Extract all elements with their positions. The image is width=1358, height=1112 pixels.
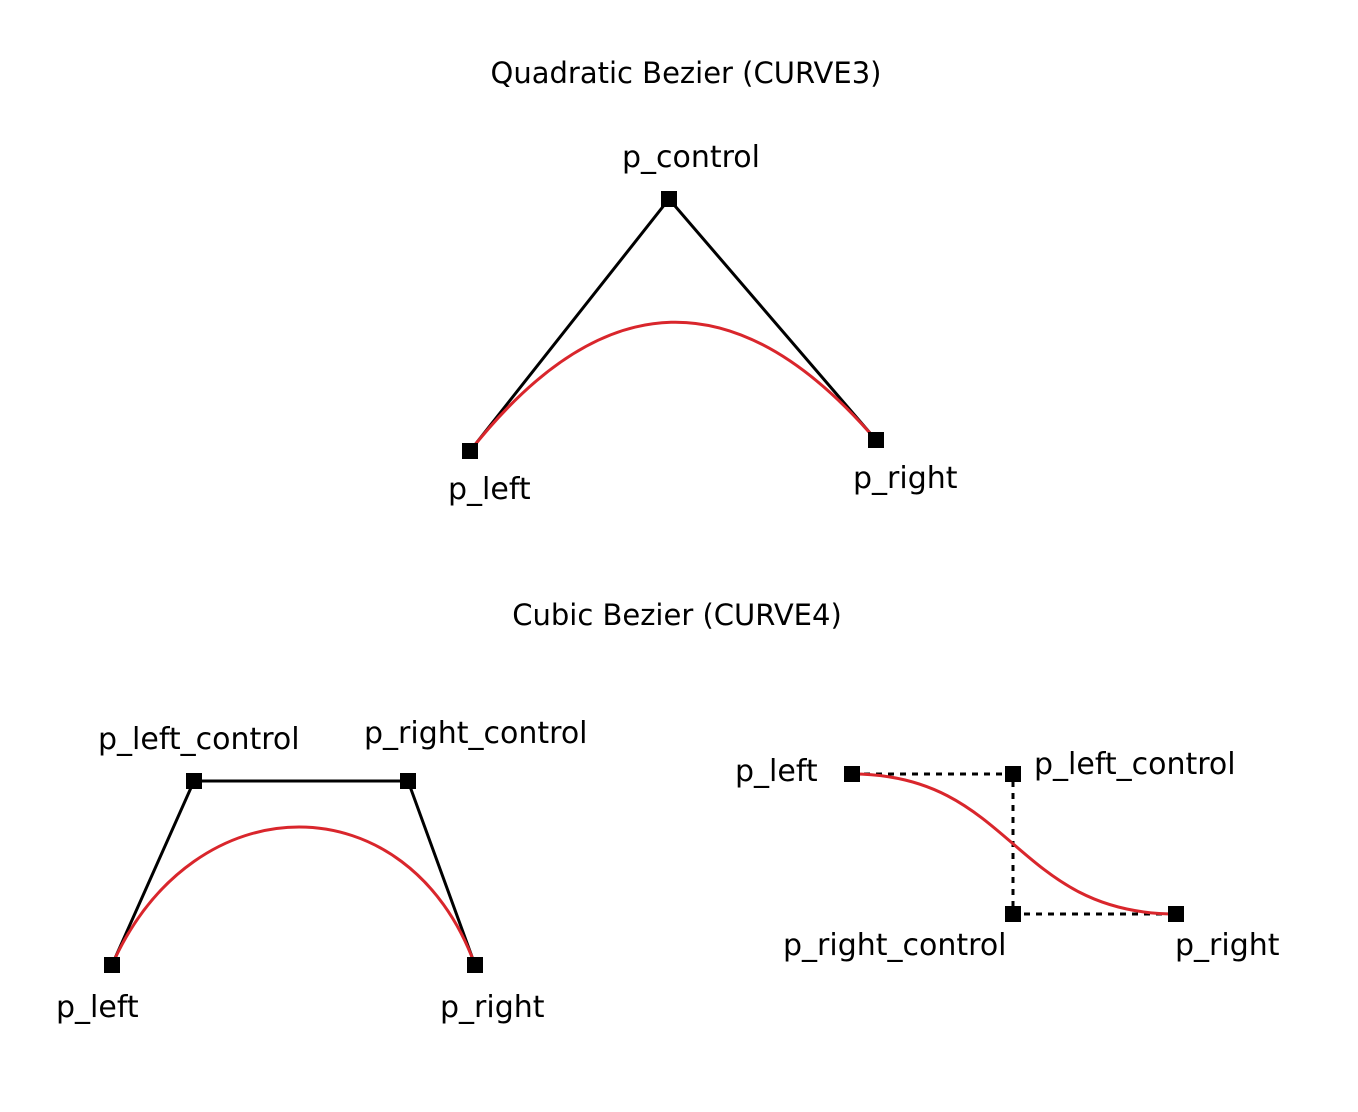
cubic-scurve-p-right-control-label: p_right_control (783, 928, 1007, 963)
cubic-arch-p-left-control-point (186, 773, 202, 789)
quadratic-p-right-label: p_right (853, 461, 958, 496)
quadratic-curve (468, 320, 878, 452)
cubic-title: Cubic Bezier (CURVE4) (512, 598, 842, 632)
cubic-arch-p-right-point (467, 957, 483, 973)
cubic-scurve-p-left-point (844, 766, 860, 782)
cubic-scurve-curve (851, 772, 1177, 916)
quadratic-p-right-point (868, 432, 884, 448)
cubic-scurve-panel: p_left p_left_control p_right_control p_… (735, 747, 1280, 963)
cubic-arch-p-left-point (104, 957, 120, 973)
cubic-scurve-p-left-control-point (1005, 766, 1021, 782)
cubic-arch-p-left-control-label: p_left_control (98, 722, 300, 757)
cubic-scurve-p-right-label: p_right (1175, 928, 1280, 963)
cubic-scurve-p-left-label: p_left (735, 754, 818, 789)
cubic-arch-curve (110, 825, 477, 966)
cubic-arch-p-left-label: p_left (56, 990, 139, 1025)
cubic-scurve-p-right-control-point (1005, 906, 1021, 922)
quadratic-p-control-point (661, 191, 677, 207)
quadratic-p-control-label: p_control (622, 140, 760, 175)
cubic-scurve-p-right-point (1168, 906, 1184, 922)
cubic-arch-panel: p_left_control p_right_control p_left p_… (56, 716, 588, 1025)
quadratic-p-left-point (462, 443, 478, 459)
cubic-arch-p-right-control-point (400, 773, 416, 789)
quadratic-control-polygon (468, 196, 878, 452)
cubic-arch-p-right-control-label: p_right_control (364, 716, 588, 751)
cubic-arch-control-polygon (110, 779, 477, 966)
cubic-arch-p-right-label: p_right (440, 990, 545, 1025)
quadratic-title: Quadratic Bezier (CURVE3) (491, 56, 882, 90)
quadratic-bezier-panel: Quadratic Bezier (CURVE3) p_control p_le… (448, 56, 958, 507)
quadratic-p-left-label: p_left (448, 472, 531, 507)
cubic-scurve-p-left-control-label: p_left_control (1034, 747, 1236, 782)
